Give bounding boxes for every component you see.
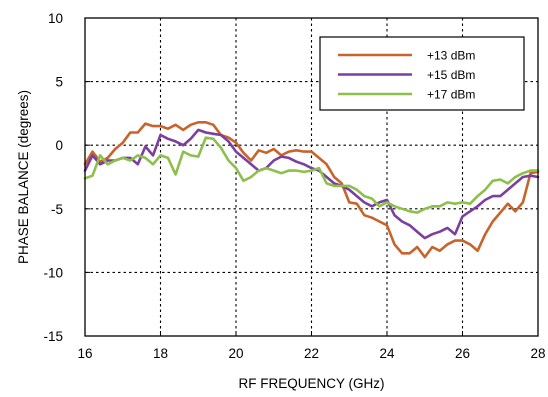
- series-line-2: [83, 128, 540, 240]
- y-tick-label: 5: [55, 75, 63, 90]
- grid: [85, 18, 538, 336]
- legend: +13 dBm +15 dBm +17 dBm: [319, 36, 525, 111]
- y-tick-label: -5: [51, 202, 63, 217]
- x-tick-label: 28: [530, 346, 545, 361]
- x-tick-label: 22: [304, 346, 319, 361]
- x-axis: 16 18 20 22 24 26 28: [77, 331, 546, 361]
- x-tick-label: 16: [77, 346, 92, 361]
- x-tick-label: 26: [455, 346, 470, 361]
- series-line-1: [83, 121, 540, 259]
- x-tick-label: 18: [153, 346, 168, 361]
- y-axis-title: PHASE BALANCE (degrees): [16, 90, 31, 264]
- y-tick-label: -15: [43, 329, 63, 344]
- y-tick-label: -10: [43, 265, 63, 280]
- x-tick-label: 24: [379, 346, 395, 361]
- legend-label-3: +17 dBm: [427, 88, 475, 102]
- y-axis: 10 5 0 -5 -10 -15: [43, 11, 90, 344]
- series-line-3: [83, 136, 540, 214]
- series-group: [83, 121, 540, 259]
- y-tick-label: 0: [55, 138, 63, 153]
- y-tick-label: 10: [48, 11, 63, 26]
- x-axis-title: RF FREQUENCY (GHz): [238, 376, 384, 391]
- legend-label-2: +15 dBm: [427, 68, 475, 82]
- x-tick-label: 20: [228, 346, 243, 361]
- legend-label-1: +13 dBm: [427, 49, 475, 63]
